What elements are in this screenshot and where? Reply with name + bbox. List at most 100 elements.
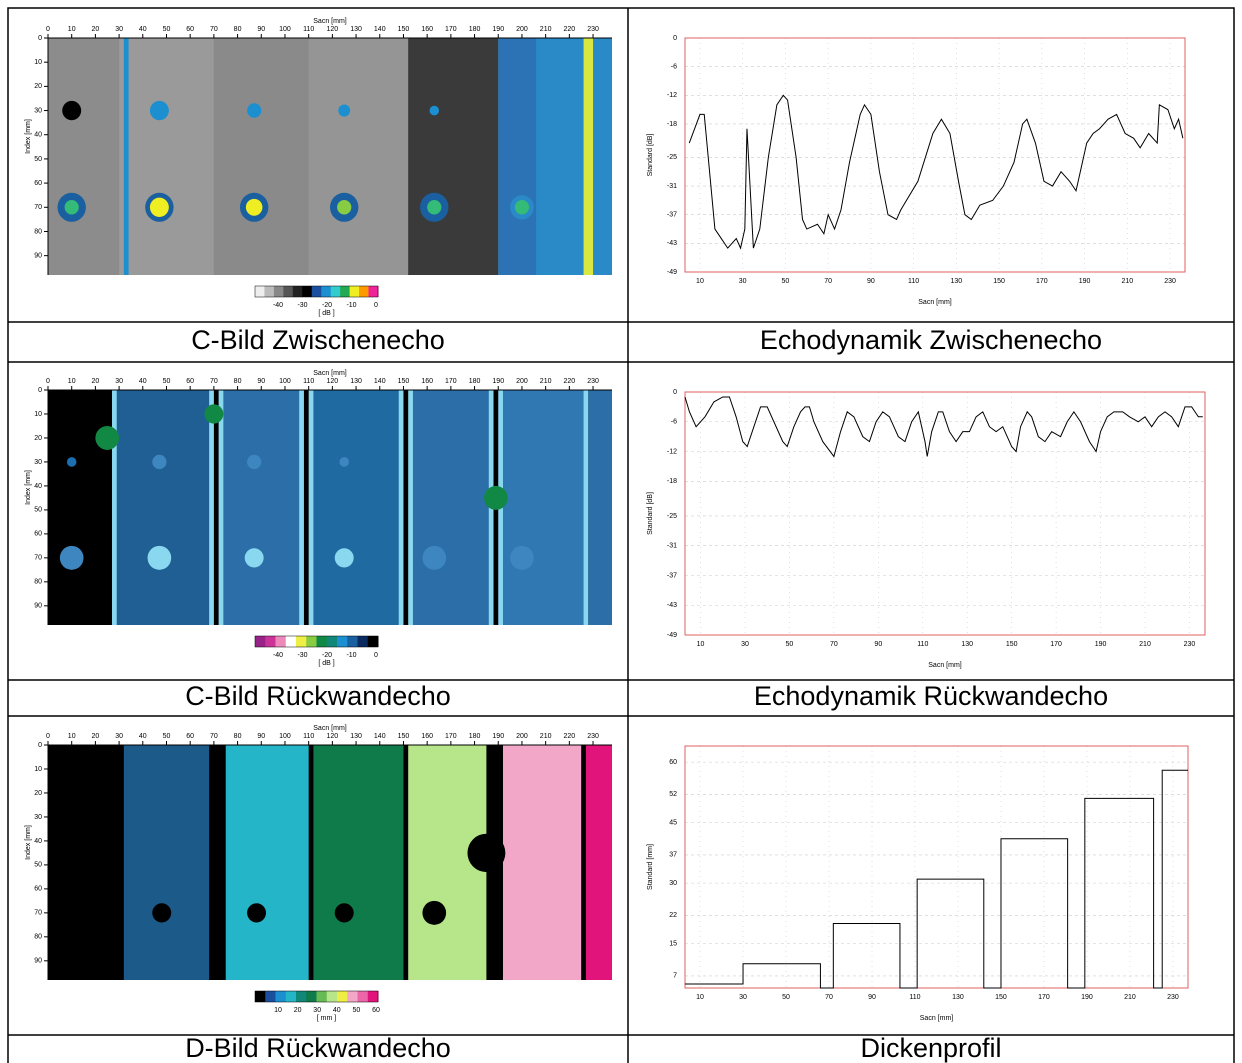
x-tick-label: 50 xyxy=(782,278,790,285)
colorbar-swatch xyxy=(350,286,360,297)
x-tick-label: 140 xyxy=(374,733,386,740)
y-tick-label: -12 xyxy=(667,448,677,455)
x-tick-label: 200 xyxy=(516,733,528,740)
y-tick-label: 60 xyxy=(669,759,677,766)
y-tick-label: 60 xyxy=(34,886,42,893)
y-tick-label: 90 xyxy=(34,252,42,259)
scan-region xyxy=(309,38,409,275)
y-tick-label: -49 xyxy=(667,632,677,639)
x-tick-label: 220 xyxy=(564,378,576,385)
x-axis-label: Sacn [mm] xyxy=(928,662,962,669)
y-tick-label: 30 xyxy=(34,459,42,466)
colorbar-swatch xyxy=(286,636,297,647)
y-tick-label: 0 xyxy=(38,387,42,394)
x-tick-label: 230 xyxy=(1184,641,1196,648)
scan-indication xyxy=(247,903,266,922)
y-tick-label: 80 xyxy=(34,934,42,941)
x-tick-label: 130 xyxy=(952,994,964,1001)
y-tick-label: 40 xyxy=(34,838,42,845)
x-tick-label: 90 xyxy=(257,733,265,740)
colorbar-swatch xyxy=(264,286,274,297)
colorbar-tick-label: 50 xyxy=(353,1007,361,1014)
x-tick-label: 170 xyxy=(445,378,457,385)
x-tick-label: 30 xyxy=(739,994,747,1001)
y-axis-label: Standard [dB] xyxy=(647,492,654,535)
y-tick-label: 40 xyxy=(34,483,42,490)
y-tick-label: -43 xyxy=(667,240,677,247)
x-tick-label: 10 xyxy=(697,641,705,648)
x-tick-label: 0 xyxy=(46,378,50,385)
scan-indication xyxy=(152,903,171,922)
x-tick-label: 160 xyxy=(421,733,433,740)
x-tick-label: 30 xyxy=(115,733,123,740)
x-tick-label: 150 xyxy=(1006,641,1018,648)
plot-frame xyxy=(685,38,1185,272)
scan-indication xyxy=(247,103,261,118)
x-tick-label: 100 xyxy=(279,733,291,740)
y-tick-label: 0 xyxy=(673,389,677,396)
colorbar-tick-label: -40 xyxy=(273,652,283,659)
scan-indication xyxy=(335,903,354,922)
x-tick-label: 110 xyxy=(917,641,928,648)
y-tick-label: -6 xyxy=(671,63,677,70)
colorbar-swatch xyxy=(358,991,369,1002)
x-tick-label: 150 xyxy=(398,26,410,33)
colorbar-label: [ dB ] xyxy=(318,660,334,667)
x-tick-label: 230 xyxy=(587,26,599,33)
x-tick-label: 170 xyxy=(1050,641,1062,648)
x-tick-label: 230 xyxy=(587,378,599,385)
scan-indication xyxy=(65,200,79,215)
y-tick-label: 50 xyxy=(34,507,42,514)
colorbar-swatch xyxy=(327,991,338,1002)
x-tick-label: 170 xyxy=(445,733,457,740)
x-tick-label: 70 xyxy=(210,733,218,740)
x-tick-label: 70 xyxy=(210,378,218,385)
x-tick-label: 110 xyxy=(908,278,919,285)
colorbar-tick-label: -40 xyxy=(273,302,283,309)
scan-indication xyxy=(335,548,354,567)
colorbar-swatch xyxy=(331,286,341,297)
y-tick-label: 37 xyxy=(669,852,677,859)
x-tick-label: 50 xyxy=(163,378,171,385)
colorbar-swatch xyxy=(337,991,348,1002)
x-tick-label: 70 xyxy=(210,26,218,33)
x-tick-label: 140 xyxy=(374,26,386,33)
x-tick-label: 210 xyxy=(540,733,552,740)
colorbar-swatch xyxy=(296,636,307,647)
y-tick-label: -31 xyxy=(667,543,677,550)
y-axis-label: Standard [mm] xyxy=(647,844,654,890)
colorbar-swatch xyxy=(321,286,331,297)
x-tick-label: 80 xyxy=(234,378,242,385)
colorbar-swatch xyxy=(306,636,317,647)
y-tick-label: -6 xyxy=(671,419,677,426)
scan-indication xyxy=(430,106,439,116)
x-tick-label: 190 xyxy=(492,378,504,385)
x-tick-label: 150 xyxy=(398,378,410,385)
x-tick-label: 120 xyxy=(327,26,339,33)
x-tick-label: 190 xyxy=(1081,994,1093,1001)
y-tick-label: 70 xyxy=(34,910,42,917)
colorbar-tick-label: 0 xyxy=(374,302,378,309)
y-tick-label: 70 xyxy=(34,204,42,211)
x-tick-label: 10 xyxy=(68,378,76,385)
y-tick-label: 30 xyxy=(669,880,677,887)
y-tick-label: 60 xyxy=(34,180,42,187)
x-tick-label: 110 xyxy=(303,26,314,33)
scan-indication xyxy=(95,426,119,450)
x-tick-label: 210 xyxy=(1124,994,1136,1001)
x-tick-label: 30 xyxy=(115,378,123,385)
x-tick-label: 50 xyxy=(782,994,790,1001)
scan-image xyxy=(48,390,612,625)
caption: Echodynamik Zwischenecho xyxy=(760,325,1102,355)
colorbar-swatch xyxy=(302,286,312,297)
x-tick-label: 10 xyxy=(696,278,704,285)
data-line xyxy=(685,397,1203,457)
scan-region xyxy=(124,745,209,980)
page: C-Bild Zwischenecho010203040506070809010… xyxy=(0,0,1242,1063)
caption: C-Bild Zwischenecho xyxy=(191,325,445,355)
x-tick-label: 150 xyxy=(995,994,1007,1001)
scan-region xyxy=(584,38,593,275)
colorbar-swatch xyxy=(265,991,276,1002)
x-tick-label: 190 xyxy=(1079,278,1091,285)
y-tick-label: 22 xyxy=(669,912,677,919)
